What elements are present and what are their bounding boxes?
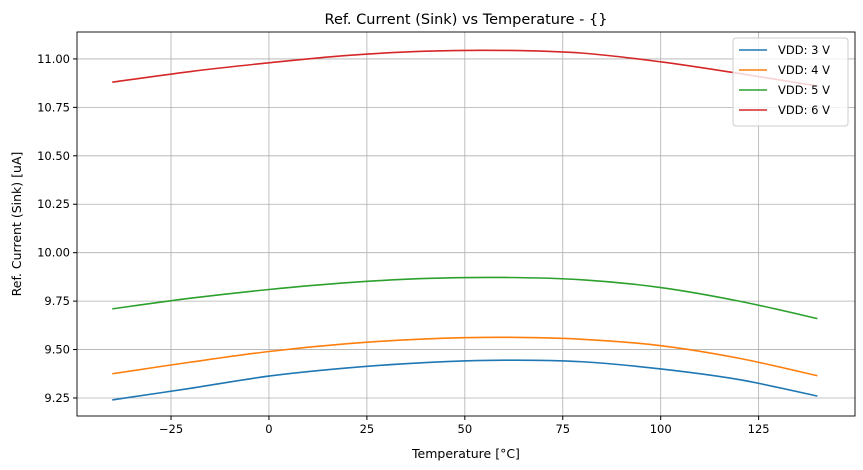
grid	[77, 32, 855, 416]
y-tick-label: 10.00	[37, 246, 70, 260]
legend-label: VDD: 4 V	[778, 63, 830, 77]
series-line-2	[112, 336, 818, 377]
legend-label: VDD: 5 V	[778, 83, 830, 97]
y-axis-label: Ref. Current (Sink) [uA]	[9, 152, 24, 297]
y-tick-label: 9.25	[44, 391, 70, 405]
x-tick-label: 125	[748, 422, 770, 436]
y-tick-label: 10.25	[37, 197, 70, 211]
y-tick-label: 9.75	[44, 294, 70, 308]
y-tick-label: 11.00	[37, 52, 70, 66]
x-tick-label: −25	[159, 422, 183, 436]
x-tick-label: 100	[650, 422, 672, 436]
series-line-4	[112, 49, 818, 87]
x-tick-label: 50	[458, 422, 473, 436]
legend-label: VDD: 3 V	[778, 43, 830, 57]
x-axis-label: Temperature [°C]	[411, 446, 520, 461]
x-tick-label: 75	[555, 422, 570, 436]
legend-box	[732, 37, 849, 127]
plot-frame	[76, 31, 856, 417]
legend: VDD: 3 V VDD: 4 V VDD: 5 V VDD: 6 V	[732, 37, 849, 127]
series-lines	[112, 49, 818, 401]
ticks: −25 0 25 50 75 100 125 9.25 9.50 9.75 10.00 10.25 10…	[37, 52, 770, 436]
y-tick-label: 10.75	[37, 100, 70, 114]
series-line-3	[112, 276, 818, 320]
y-tick-label: 9.50	[44, 343, 70, 357]
legend-label: VDD: 6 V	[778, 103, 830, 117]
series-line-1	[112, 359, 818, 401]
y-tick-label: 10.50	[37, 149, 70, 163]
x-tick-label: 25	[360, 422, 375, 436]
chart-title: Ref. Current (Sink) vs Temperature - {}	[325, 12, 608, 28]
x-tick-label: 0	[265, 422, 272, 436]
